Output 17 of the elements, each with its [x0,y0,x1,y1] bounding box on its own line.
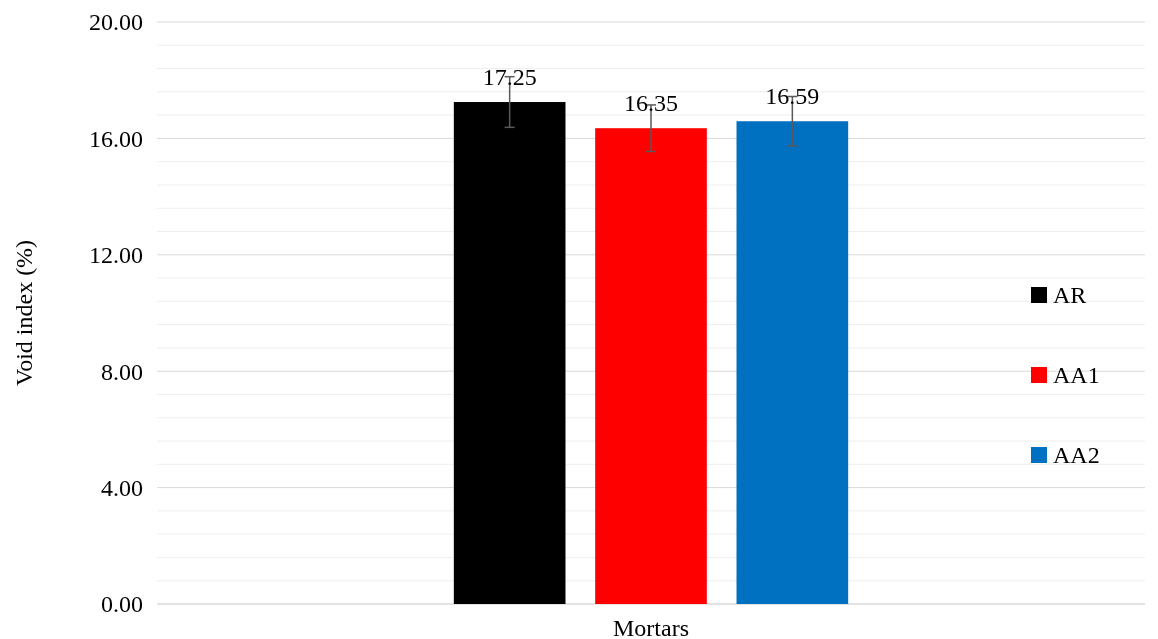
y-tick-label: 20.00 [89,9,143,36]
bar [736,121,849,604]
legend-label: AA1 [1053,362,1100,389]
y-tick-label: 12.00 [89,242,143,269]
x-tick-label: Mortars [613,615,689,639]
bar [453,102,566,604]
bar [595,128,707,604]
data-label: 16.59 [765,83,820,110]
legend-label: AA2 [1053,442,1100,469]
data-label: 16.35 [624,90,678,117]
y-tick-label: 16.00 [89,125,143,152]
legend-label: AR [1053,282,1087,309]
data-label: 17.25 [482,64,537,91]
y-tick-label: 4.00 [101,475,143,501]
y-axis-title: Void index (%) [11,239,37,387]
y-tick-label: 8.00 [101,358,143,385]
y-tick-label: 0.00 [101,591,143,618]
